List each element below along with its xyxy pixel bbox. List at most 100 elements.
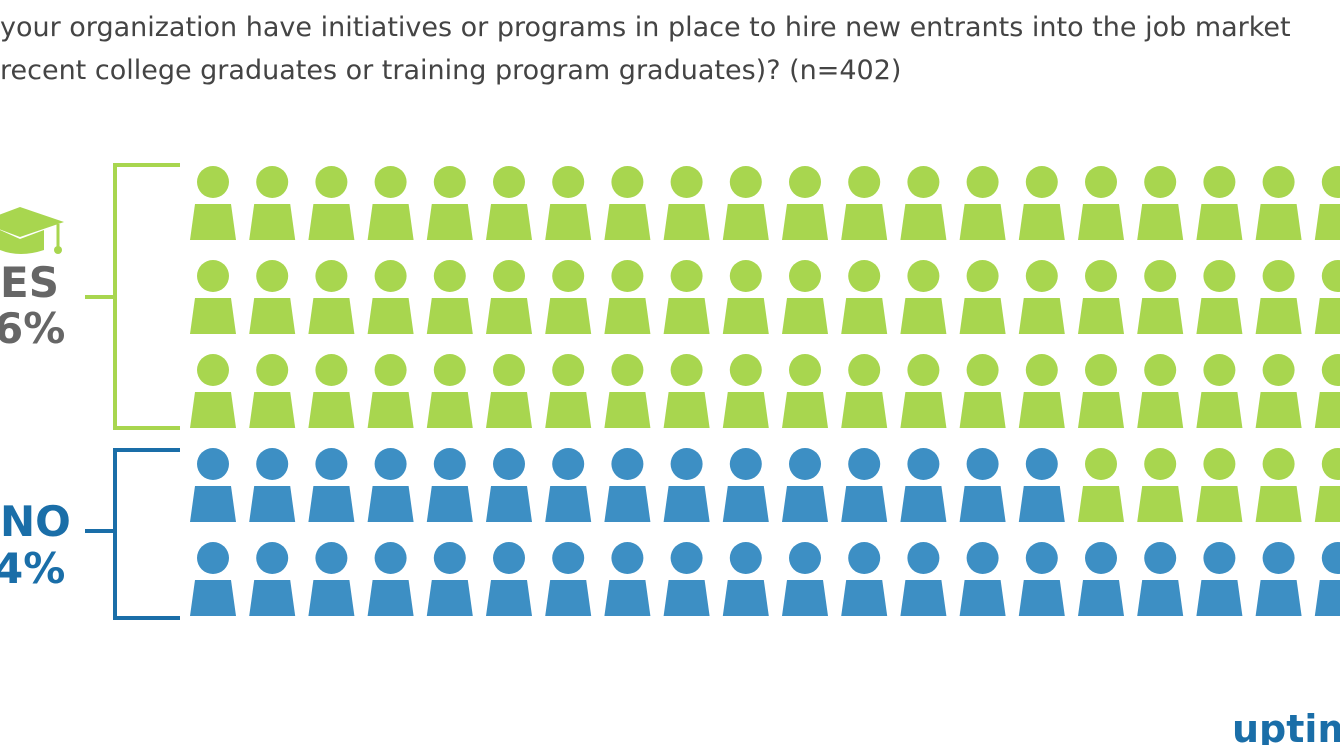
person-icon — [722, 260, 769, 334]
icon-body — [190, 486, 236, 522]
person-icon — [782, 166, 828, 240]
icon-head — [1025, 166, 1058, 198]
icon-head — [197, 542, 229, 574]
icon-head — [1321, 542, 1340, 574]
icon-head — [315, 354, 348, 386]
icon-body — [900, 580, 947, 616]
icon-body — [604, 580, 651, 616]
title-line: your organization have initiatives or pr… — [0, 12, 1291, 43]
person-icon — [663, 166, 710, 240]
icon-body — [1196, 392, 1243, 428]
person-icon — [1137, 166, 1184, 240]
person-icon — [1314, 260, 1340, 334]
icon-body — [1314, 580, 1340, 616]
icon-body — [722, 204, 769, 240]
person-icon — [1255, 448, 1302, 522]
icon-body — [604, 486, 651, 522]
icon-head — [493, 542, 525, 574]
icon-body — [959, 298, 1006, 334]
person-icon — [1018, 448, 1065, 522]
icon-body — [1137, 298, 1184, 334]
icon-head — [907, 166, 940, 198]
icon-body — [1078, 204, 1124, 240]
icon-body — [663, 392, 710, 428]
icon-body — [959, 486, 1006, 522]
person-icon — [900, 166, 947, 240]
icon-body — [486, 486, 532, 522]
bracket — [85, 163, 180, 430]
person-icon — [782, 354, 828, 428]
icon-head — [789, 354, 821, 386]
person-icon — [1018, 260, 1065, 334]
icon-body — [545, 392, 592, 428]
icon-body — [486, 204, 532, 240]
icon-head — [256, 260, 289, 292]
icon-head — [315, 448, 348, 480]
person-icon — [1314, 542, 1340, 616]
icon-head — [1085, 448, 1117, 480]
icon-head — [729, 260, 762, 292]
icon-head — [1144, 354, 1177, 386]
person-icon — [426, 542, 473, 616]
icon-body — [722, 298, 769, 334]
icon-body — [249, 580, 296, 616]
person-icon — [545, 166, 592, 240]
person-icon — [249, 166, 296, 240]
person-icon — [722, 448, 769, 522]
icon-head — [315, 166, 348, 198]
icon-body — [782, 580, 828, 616]
title-line: recent college graduates or training pro… — [0, 55, 901, 86]
icon-body — [604, 204, 651, 240]
icon-body — [959, 204, 1006, 240]
icon-head — [1262, 166, 1295, 198]
person-icon — [1018, 542, 1065, 616]
icon-body — [308, 392, 355, 428]
icon-head — [966, 448, 999, 480]
icon-body — [1314, 204, 1340, 240]
icon-body — [426, 204, 473, 240]
icon-head — [966, 166, 999, 198]
icon-body — [486, 580, 532, 616]
icon-body — [1196, 204, 1243, 240]
icon-head — [1203, 260, 1236, 292]
icon-head — [729, 166, 762, 198]
person-icon — [308, 260, 355, 334]
person-icon — [841, 542, 888, 616]
person-icon — [663, 260, 710, 334]
icon-body — [249, 486, 296, 522]
person-icon — [1196, 542, 1243, 616]
icon-head — [493, 260, 525, 292]
icon-body — [782, 392, 828, 428]
icon-head — [256, 166, 289, 198]
person-icon — [722, 166, 769, 240]
icon-body — [1018, 392, 1065, 428]
person-icon — [1137, 542, 1184, 616]
icon-head — [1025, 260, 1058, 292]
person-icon — [190, 542, 236, 616]
icon-head — [197, 448, 229, 480]
icon-body — [1078, 298, 1124, 334]
icon-body — [486, 298, 532, 334]
icon-body — [1196, 298, 1243, 334]
person-icon — [367, 354, 414, 428]
bracket — [85, 448, 180, 620]
icon-body — [722, 580, 769, 616]
icon-head — [1203, 542, 1236, 574]
icon-head — [670, 448, 703, 480]
icon-body — [1018, 486, 1065, 522]
icon-head — [433, 354, 466, 386]
icon-body — [1018, 298, 1065, 334]
icon-head — [1203, 166, 1236, 198]
person-icon — [841, 260, 888, 334]
icon-head — [197, 166, 229, 198]
icon-head — [552, 166, 585, 198]
icon-head — [670, 260, 703, 292]
group-label: ES — [0, 258, 59, 307]
person-icon — [1018, 354, 1065, 428]
icon-body — [190, 580, 236, 616]
icon-head — [789, 166, 821, 198]
icon-head — [848, 166, 881, 198]
icon-body — [367, 486, 414, 522]
icon-head — [966, 354, 999, 386]
